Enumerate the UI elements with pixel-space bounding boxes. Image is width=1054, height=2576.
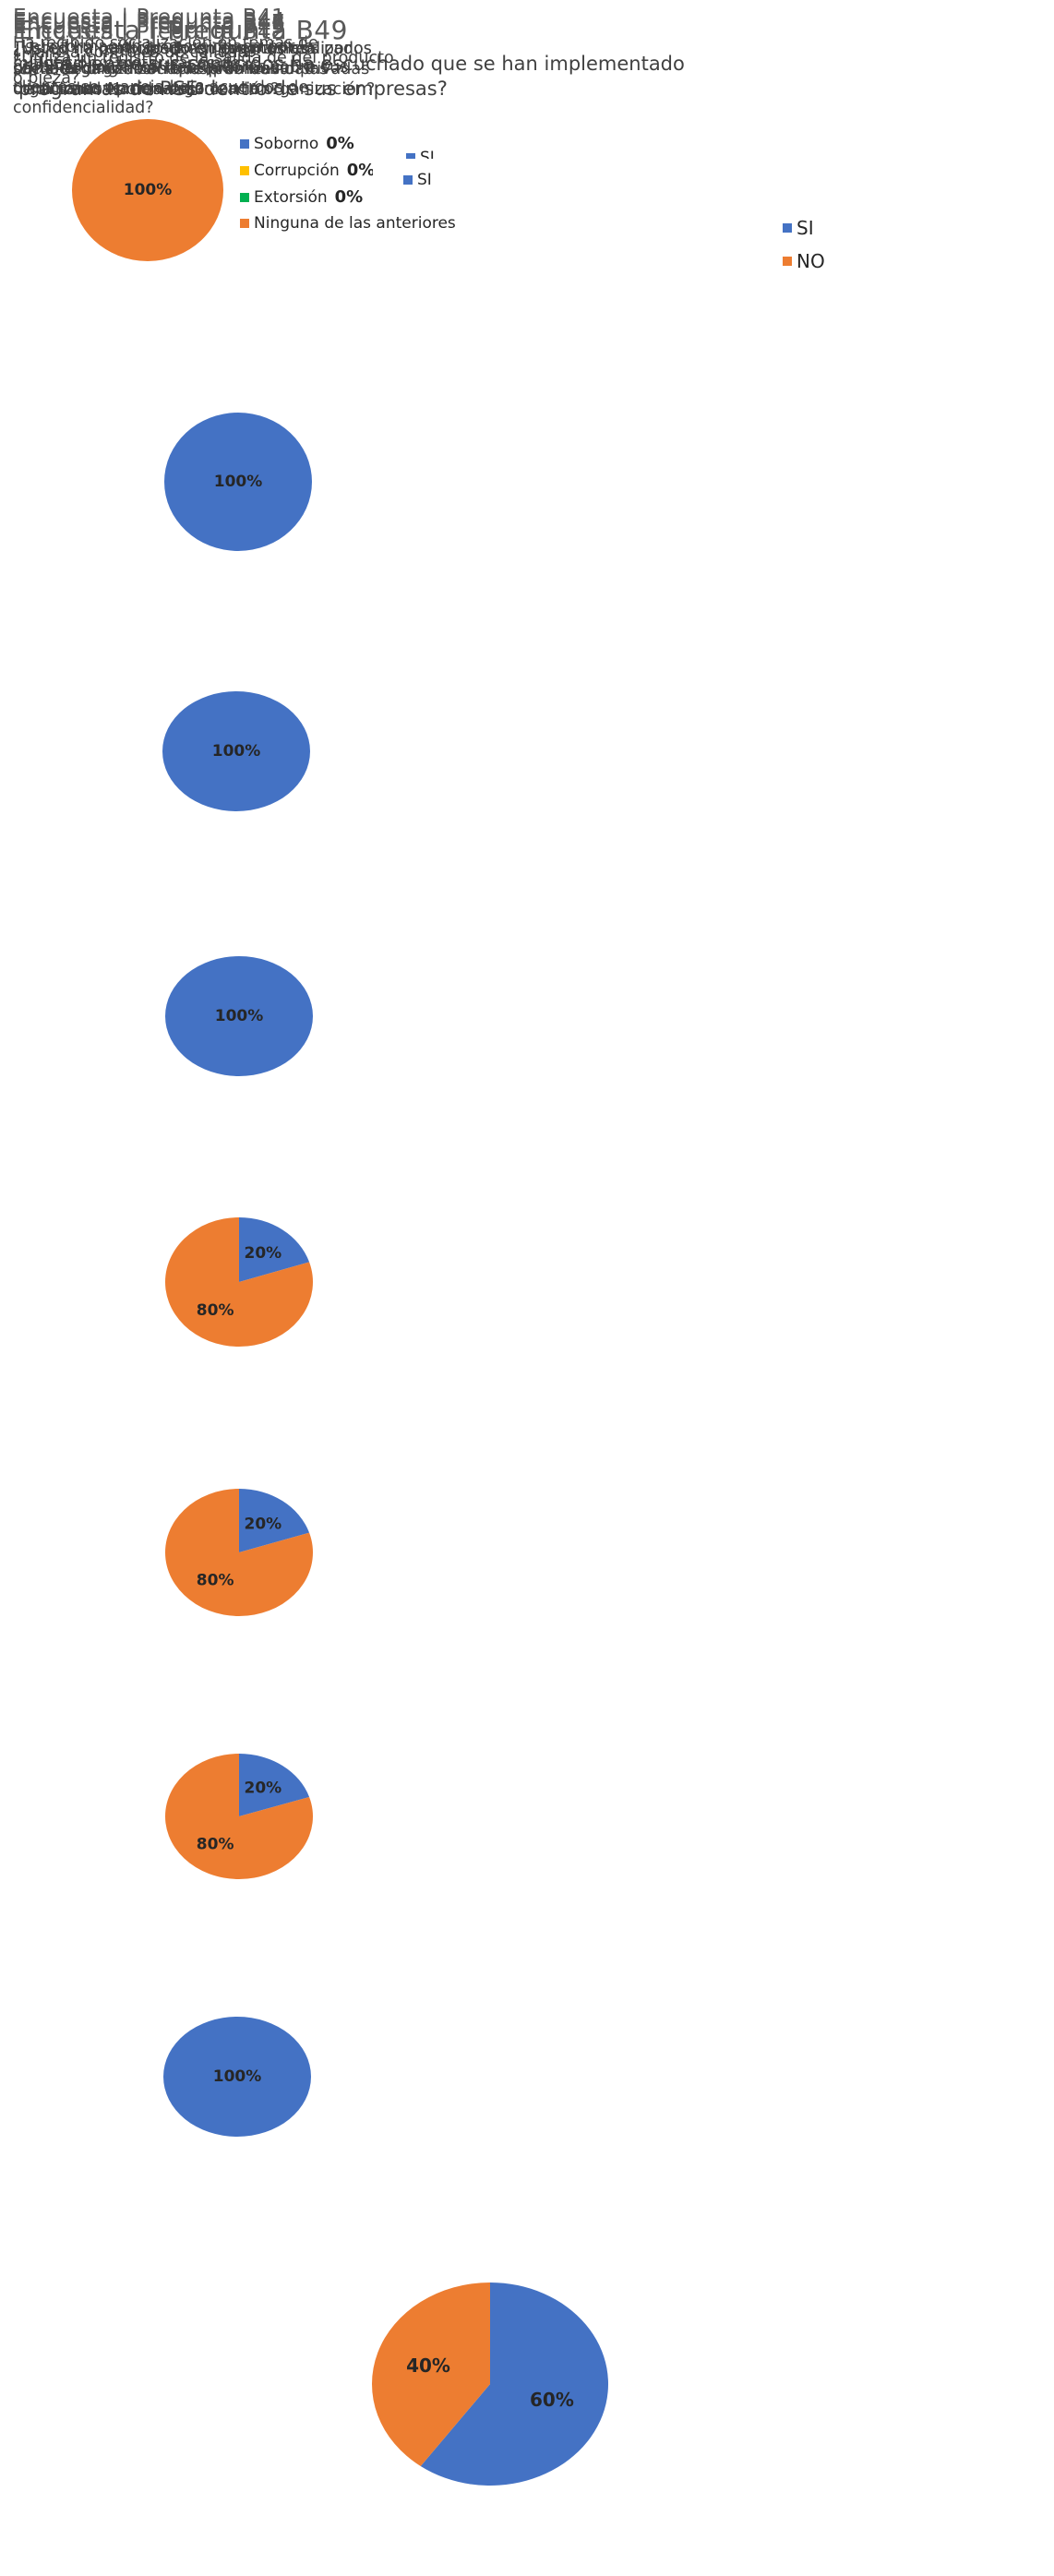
chart-title: Encuesta | Pregunta B49	[18, 15, 348, 45]
pie-chart: 20% 80%	[165, 1489, 314, 1616]
pie-chart: 100%	[72, 119, 223, 261]
pie-chart: 20% 80%	[165, 1217, 314, 1347]
legend-swatch	[403, 174, 413, 185]
legend-swatch	[783, 257, 792, 266]
chart-title: Encuesta | Pregunta B43	[13, 15, 286, 39]
pie-slice	[72, 119, 223, 261]
legend-label: Ninguna de las anteriores	[254, 214, 456, 233]
data-label: 80%	[197, 1572, 234, 1590]
legend-swatch	[240, 138, 249, 149]
chart-title: Encuesta | Pregunta B45	[13, 11, 286, 35]
legend-swatch	[240, 165, 249, 175]
chart-title: Encuesta | Pregunta B47	[13, 11, 286, 35]
legend-label: Soborno	[254, 134, 319, 153]
data-label: 100%	[124, 181, 173, 199]
chart-subtitle: ¿Usted entre sus conocidos ha escuchado …	[18, 53, 685, 100]
legend-value: 0%	[334, 187, 364, 207]
legend-swatch	[240, 219, 249, 228]
pie-chart: 100%	[165, 956, 313, 1076]
legend: Soborno 0% Corrupción 0% Extorsión 0% Ninguna …	[240, 134, 456, 233]
legend-swatch	[406, 153, 415, 162]
chart-panel: 60% 40% Encuesta | Pregunta B49 ¿Usted entr…	[0, 15, 988, 2572]
data-label: 20%	[245, 1244, 282, 1263]
pie-slice	[165, 1217, 314, 1347]
legend-value: 0%	[326, 134, 354, 153]
chart-panel: 20% 80% Encuesta | Pregunta B46 ¿Usted ha p…	[0, 11, 491, 1641]
pie-slice	[164, 413, 312, 551]
chart-subtitle: ¿Usted ha recibido chequeos médicos por …	[13, 40, 376, 99]
chart-panel: 100% Encuesta | Pregunta B44 ¿La informaci…	[0, 9, 491, 1098]
chart-title: Encuesta | Pregunta B44	[13, 9, 286, 33]
legend-item: SI	[403, 171, 453, 189]
chart-panel: 20% 80% Encuesta | Pregunta B47 ¿Usted ha p…	[0, 11, 491, 1901]
legend-label: NO	[796, 250, 825, 272]
chart-panel: 100% Encuesta | Pregunta B42 ¿Utiliza un r…	[0, 20, 492, 593]
chart-subtitle: Ha recibido socialización en temas de mi…	[13, 34, 318, 73]
chart-subtitle: ¿Utiliza un registro de la salida de del…	[13, 49, 394, 88]
data-label: 80%	[197, 1835, 234, 1853]
data-label: 100%	[215, 1007, 264, 1025]
legend-value: 0%	[346, 161, 376, 180]
legend-label: Corrupción	[254, 161, 340, 180]
chart-title: Encuesta | Pregunta B41	[13, 6, 286, 30]
pie-slice	[165, 956, 313, 1076]
legend-label: SI	[417, 170, 432, 189]
chart-subtitle: ¿Usted ha participado en eventos realiza…	[13, 40, 372, 99]
chart-subtitle: ¿Maneja controles de calidad?	[13, 43, 257, 62]
chart-title: Encuesta | Pregunta B42	[13, 20, 286, 44]
chart-panel: 20% 80% Encuesta | Pregunta B45 ¿Usted ha p…	[0, 11, 493, 1370]
legend-item: Ninguna de las anteriores	[240, 214, 456, 233]
data-label: 40%	[406, 2354, 450, 2377]
data-label: 100%	[213, 2067, 262, 2086]
legend-label: SI	[796, 217, 814, 239]
legend: SI	[394, 159, 453, 200]
chart-subtitle: ¿La información proporcionada por la org…	[13, 38, 349, 117]
legend-item: NO	[783, 250, 842, 272]
chart-panel: 100% Encuesta | Pregunta B43 ¿Maneja contr…	[0, 15, 491, 845]
legend-item: SI	[783, 217, 842, 239]
legend-item: Soborno 0%	[240, 134, 456, 153]
pie-chart: 100%	[163, 2017, 311, 2137]
chart-panel: 100% Encuesta | Pregunta B48 ¿Usted ha rec…	[0, 11, 489, 2160]
pie-chart: 100%	[164, 413, 312, 551]
pie-chart: 20% 80%	[165, 1754, 314, 1879]
chart-title: Encuesta | Pregunta B48	[13, 11, 286, 35]
pie-slice	[239, 1217, 310, 1282]
data-label: 20%	[245, 1515, 282, 1533]
legend-item: Corrupción 0%	[240, 161, 456, 180]
legend: SI NO	[773, 210, 842, 279]
data-label: 100%	[212, 742, 261, 761]
legend-swatch	[783, 223, 792, 233]
page: {"chart_data": [ {"type": "pie", "title"…	[0, 0, 825, 2486]
legend-label: Extorsión	[254, 187, 328, 207]
data-label: 60%	[530, 2389, 574, 2411]
pie-chart: 100%	[162, 691, 310, 811]
legend-swatch	[240, 192, 249, 202]
chart-title: Encuesta | Pregunta B46	[13, 11, 286, 35]
chart-subtitle: ¿Usted ha participado en programas socia…	[13, 40, 315, 99]
data-label: 100%	[214, 473, 263, 491]
chart-subtitle: ¿Usted ha participado en eventos realiza…	[13, 40, 372, 99]
data-label: 80%	[197, 1301, 234, 1320]
legend-item: Extorsión 0%	[240, 187, 456, 207]
pie-slice	[162, 691, 310, 811]
data-label: 20%	[245, 1779, 282, 1798]
pie-chart: 60% 40%	[372, 2282, 608, 2486]
chart-panel: 100% Encuesta | Pregunta B41 Ha recibido s…	[0, 0, 493, 297]
